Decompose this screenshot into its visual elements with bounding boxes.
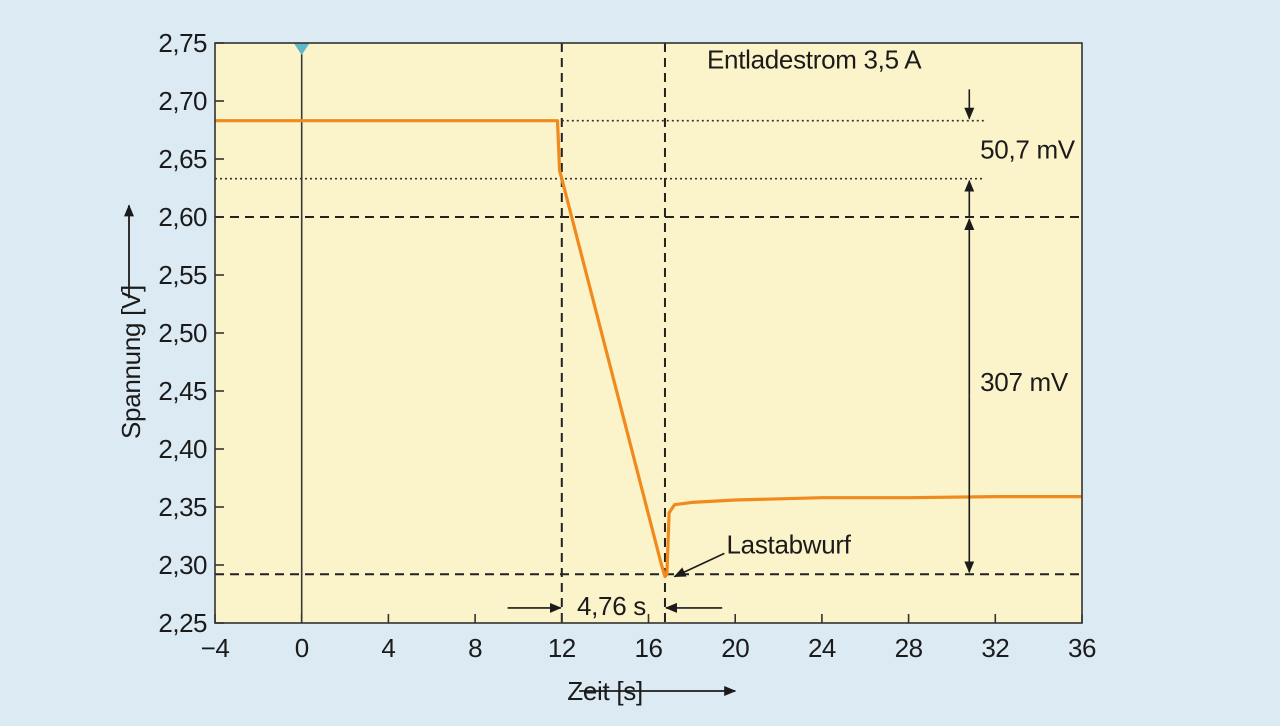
plot-area bbox=[215, 43, 1082, 623]
y-tick-label: 2,45 bbox=[158, 376, 207, 406]
y-tick-label: 2,75 bbox=[158, 28, 207, 58]
y-tick-label: 2,60 bbox=[158, 202, 207, 232]
x-tick-label: 24 bbox=[808, 633, 836, 663]
y-tick-label: 2,35 bbox=[158, 492, 207, 522]
load-shed-arrow bbox=[673, 552, 725, 578]
drop-small-label: 50,7 mV bbox=[980, 135, 1076, 165]
x-tick-label: 28 bbox=[895, 633, 923, 663]
x-tick-label: 20 bbox=[721, 633, 749, 663]
trigger-marker-icon bbox=[293, 43, 310, 55]
y-tick-label: 2,25 bbox=[158, 608, 207, 638]
drop-large-label: 307 mV bbox=[980, 367, 1069, 397]
x-tick-label: 36 bbox=[1068, 633, 1096, 663]
x-tick-label: 16 bbox=[635, 633, 663, 663]
x-tick-label: 4 bbox=[381, 633, 395, 663]
duration-label-bg bbox=[570, 589, 658, 616]
duration-label: 4,76 s bbox=[577, 591, 646, 621]
x-tick-label: 0 bbox=[295, 633, 309, 663]
discharge-current-label: Entladestrom 3,5 A bbox=[707, 45, 922, 75]
x-tick-label: −4 bbox=[201, 633, 230, 663]
x-tick-label: 12 bbox=[548, 633, 576, 663]
voltage-series-line bbox=[215, 119, 1082, 579]
y-tick-label: 2,55 bbox=[158, 260, 207, 290]
y-tick-label: 2,70 bbox=[158, 86, 207, 116]
x-tick-label: 32 bbox=[981, 633, 1009, 663]
y-tick-label: 2,50 bbox=[158, 318, 207, 348]
y-tick-label: 2,65 bbox=[158, 144, 207, 174]
load-shed-label: Lastabwurf bbox=[727, 529, 852, 559]
y-axis-title: Spannung [V] bbox=[116, 285, 146, 439]
y-tick-label: 2,30 bbox=[158, 550, 207, 580]
x-tick-label: 8 bbox=[468, 633, 482, 663]
y-tick-label: 2,40 bbox=[158, 434, 207, 464]
